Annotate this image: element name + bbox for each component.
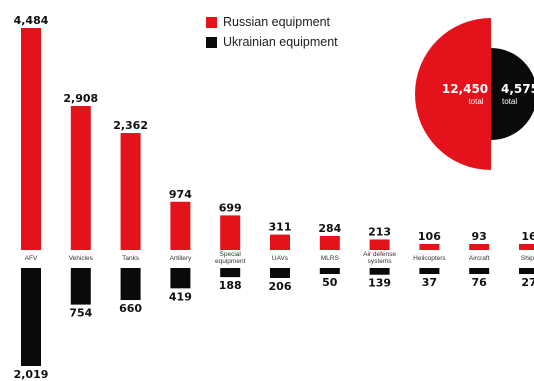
category-label: Artillery (170, 255, 192, 262)
ukrainian-bar (469, 268, 490, 274)
ukrainian-bar (170, 268, 191, 289)
russian-bar (220, 215, 241, 250)
ukrainian-value-label: 206 (269, 280, 292, 293)
russian-bar (519, 244, 534, 250)
ukrainian-value-label: 419 (169, 290, 192, 303)
ukrainian-bar (220, 268, 241, 278)
ukrainian-bar (21, 268, 41, 366)
russian-bar (419, 244, 440, 250)
ukrainian-bar (70, 268, 91, 305)
ukrainian-bar (120, 268, 141, 301)
ukrainian-bar (319, 268, 340, 274)
russian-bar (369, 239, 390, 250)
category-label: AFV (25, 255, 38, 262)
legend-swatch-russian (206, 16, 217, 28)
russian-value-label: 106 (418, 230, 441, 243)
legend-item-ukrainian: Ukrainian equipment (206, 32, 338, 52)
russian-bar (120, 133, 141, 250)
russian-bar (21, 28, 41, 250)
category-label: Aircraft (469, 255, 490, 262)
ukrainian-value-label: 50 (322, 276, 338, 289)
legend-label-ukrainian: Ukrainian equipment (223, 35, 338, 49)
russian-bar (270, 234, 290, 250)
legend: Russian equipment Ukrainian equipment (206, 12, 338, 52)
russian-value-label: 213 (368, 225, 391, 238)
russian-bar (170, 201, 191, 250)
russian-value-label: 2,362 (113, 119, 148, 132)
russian-value-label: 284 (318, 222, 341, 235)
russian-value-label: 311 (269, 221, 292, 234)
category-label: Air defense systems (363, 251, 396, 265)
russian-value-label: 93 (472, 230, 487, 243)
legend-swatch-ukrainian (206, 36, 217, 48)
ukrainian-bar (519, 268, 534, 274)
ukrainian-value-label: 660 (119, 302, 142, 315)
category-label: MLRS (321, 255, 340, 262)
ukrainian-value-label: 76 (472, 276, 488, 289)
ukrainian-value-label: 27 (521, 276, 534, 289)
ukrainian-bar (369, 268, 390, 275)
category-label: Tanks (122, 255, 140, 262)
legend-item-russian: Russian equipment (206, 12, 338, 32)
ukrainian-value-label: 37 (422, 276, 437, 289)
category-label: Helicopters (413, 255, 446, 262)
russian-value-label: 16 (521, 230, 534, 243)
ukrainian-bar (419, 268, 440, 274)
ukrainian-value-label: 754 (69, 307, 92, 320)
russian-bar (70, 106, 91, 250)
russian-value-label: 974 (169, 188, 192, 201)
russian-value-label: 2,908 (63, 92, 98, 105)
category-label: Special equipment (215, 251, 246, 265)
russian-total-label: total (468, 97, 483, 106)
ukrainian-value-label: 2,019 (14, 368, 49, 381)
category-label: Vehicles (69, 255, 94, 262)
ukrainian-total-label: total (502, 97, 517, 106)
legend-label-russian: Russian equipment (223, 15, 331, 29)
category-label: Ships (521, 255, 534, 262)
ukrainian-total-value: 4,575 (501, 82, 534, 96)
ukrainian-value-label: 188 (219, 279, 242, 292)
ukrainian-value-label: 139 (368, 277, 391, 290)
bars-group: 4,484 2,019 AFV 2,908 754 Vehicles 2,362 660 Tan… (14, 14, 534, 381)
russian-value-label: 4,484 (14, 14, 49, 27)
ukrainian-bar (270, 268, 290, 278)
russian-total-value: 12,450 (442, 82, 488, 96)
ukrainian-total-half (491, 48, 534, 140)
russian-bar (469, 244, 490, 250)
category-label: UAVs (272, 255, 289, 262)
russian-bar (319, 235, 340, 250)
russian-value-label: 699 (219, 201, 242, 214)
russian-total-half (415, 18, 491, 170)
